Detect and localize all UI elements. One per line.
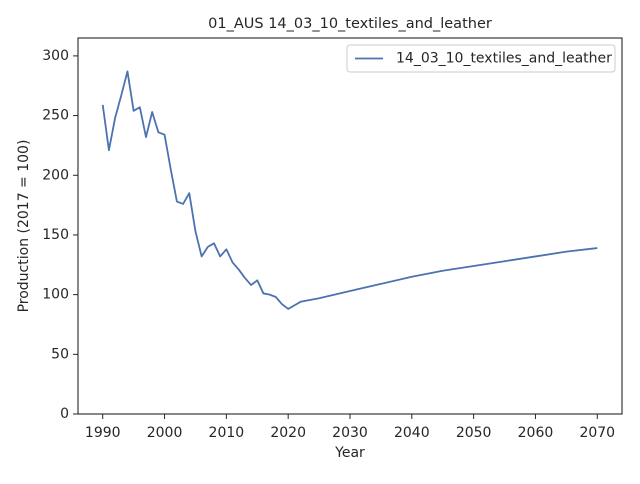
legend-label: 14_03_10_textiles_and_leather <box>396 51 612 67</box>
x-tick-label: 2050 <box>456 425 492 441</box>
axes-frame <box>77 37 623 415</box>
y-tick-label: 300 <box>42 48 69 64</box>
line-series <box>101 70 598 310</box>
x-tick-label: 1990 <box>85 425 121 441</box>
x-tick-label: 2000 <box>147 425 183 441</box>
legend-box <box>346 44 616 73</box>
y-tick-label: 250 <box>42 108 69 124</box>
x-tick-label: 2020 <box>270 425 306 441</box>
y-tick-label: 150 <box>42 227 69 243</box>
x-tick-label: 2010 <box>209 425 245 441</box>
x-tick-label: 2060 <box>518 425 554 441</box>
y-tick-label: 200 <box>42 167 69 183</box>
y-tick-label: 50 <box>51 346 69 362</box>
x-tick-label: 2030 <box>332 425 368 441</box>
x-tick-label: 2040 <box>394 425 430 441</box>
x-tick-label: 2070 <box>579 425 615 441</box>
chart-title: 01_AUS 14_03_10_textiles_and_leather <box>208 16 492 32</box>
y-tick-label: 0 <box>60 406 69 422</box>
y-axis-label: Production (2017 = 100) <box>16 140 32 313</box>
y-tick-label: 100 <box>42 287 69 303</box>
x-axis-label: Year <box>334 445 365 461</box>
